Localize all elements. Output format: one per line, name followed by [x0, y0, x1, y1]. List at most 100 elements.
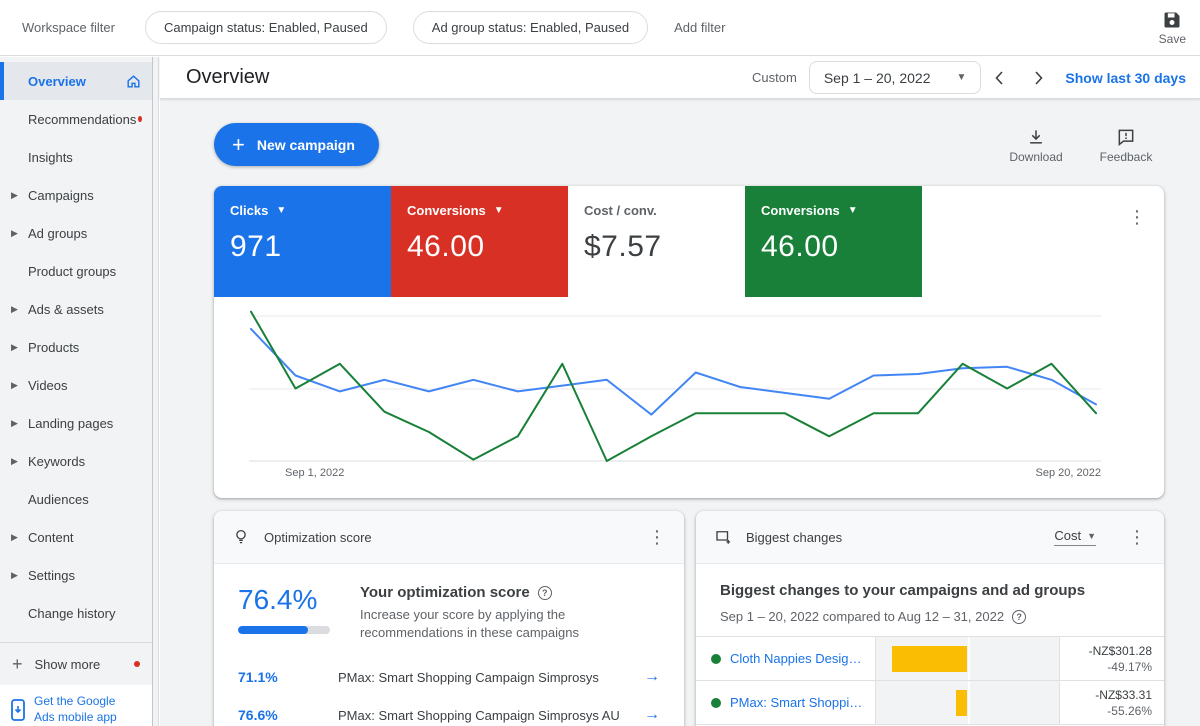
lightbulb-icon: [232, 528, 250, 546]
help-icon[interactable]: ?: [1012, 610, 1026, 624]
sidebar-item-label: Ads & assets: [28, 302, 104, 317]
help-icon[interactable]: ?: [538, 586, 552, 600]
optimization-progress-bar: [238, 626, 330, 634]
expand-chevron-icon: ▶: [11, 228, 18, 239]
show-last-30-days-link[interactable]: Show last 30 days: [1065, 70, 1186, 86]
optimization-score-block: 76.4%: [238, 584, 330, 642]
sidebar-item-label: Ad groups: [28, 226, 87, 241]
sidebar-item-label: Content: [28, 530, 74, 545]
chevron-left-icon: [992, 70, 1008, 86]
metric-label: Cost / conv.: [584, 203, 657, 218]
save-icon: [1162, 10, 1182, 30]
feedback-button[interactable]: Feedback: [1094, 127, 1158, 164]
metric-select-dropdown[interactable]: Cost ▼: [1054, 528, 1096, 546]
plus-icon: +: [12, 654, 23, 675]
scorecard-conversions-2[interactable]: Conversions▼ 46.00: [745, 186, 922, 297]
x-axis-start-label: Sep 1, 2022: [285, 467, 344, 479]
sidebar-item-audiences[interactable]: Audiences: [0, 480, 152, 518]
campaign-score: 71.1%: [238, 669, 338, 685]
sidebar-item-label: Recommendations: [28, 112, 136, 127]
scorecard-cost-per-conv: Cost / conv.▼ $7.57: [568, 186, 745, 297]
sidebar-item-ads-assets[interactable]: ▶ Ads & assets: [0, 290, 152, 328]
expand-chevron-icon: ▶: [11, 418, 18, 429]
expand-chevron-icon: ▶: [11, 570, 18, 581]
notification-dot: [134, 661, 140, 667]
go-to-campaign-arrow-icon[interactable]: →: [644, 668, 660, 686]
sidebar-item-overview[interactable]: Overview: [0, 62, 152, 100]
save-button[interactable]: Save: [1159, 10, 1186, 46]
status-dot: [711, 654, 721, 664]
previous-period-button[interactable]: [981, 61, 1019, 94]
home-icon: [125, 73, 142, 90]
show-more-button[interactable]: + Show more: [0, 643, 152, 685]
biggest-changes-card-header: Biggest changes Cost ▼ ⋮: [696, 511, 1164, 564]
expand-chevron-icon: ▶: [11, 380, 18, 391]
sidebar-item-change-history[interactable]: Change history: [0, 594, 152, 632]
go-to-campaign-arrow-icon[interactable]: →: [644, 706, 660, 724]
mobile-app-promo-label: Get the Google Ads mobile app: [34, 694, 117, 725]
change-percent: -49.17%: [1060, 659, 1152, 675]
mobile-app-promo-link[interactable]: Get the Google Ads mobile app: [0, 685, 152, 726]
card-menu-kebab-icon[interactable]: ⋮: [1128, 208, 1146, 226]
next-period-button[interactable]: [1019, 61, 1057, 94]
plus-icon: +: [232, 134, 245, 156]
biggest-changes-table: Cloth Nappies Designe... -NZ$301.28 -49.…: [696, 636, 1164, 725]
sidebar-item-recommendations[interactable]: Recommendations: [0, 100, 152, 138]
sidebar-item-videos[interactable]: ▶ Videos: [0, 366, 152, 404]
campaign-status-filter-chip[interactable]: Campaign status: Enabled, Paused: [145, 11, 387, 44]
sidebar-navigation: Overview Recommendations Insights ▶ Camp…: [0, 57, 152, 726]
scorecard-clicks[interactable]: Clicks▼ 971: [214, 186, 391, 297]
optimization-description: Increase your score by applying the reco…: [360, 606, 660, 642]
feedback-icon: [1116, 127, 1136, 147]
sidebar-item-product-groups[interactable]: Product groups: [0, 252, 152, 290]
date-range-selector[interactable]: Sep 1 – 20, 2022 ▼: [809, 61, 982, 94]
new-campaign-button[interactable]: + New campaign: [214, 123, 379, 166]
sidebar-item-campaigns[interactable]: ▶ Campaigns: [0, 176, 152, 214]
trend-chart-svg: [214, 297, 1164, 467]
download-button[interactable]: Download: [1004, 127, 1068, 164]
status-dot: [711, 698, 721, 708]
page-header: Overview Custom Sep 1 – 20, 2022 ▼ Show …: [160, 57, 1200, 99]
scorecard-conversions[interactable]: Conversions▼ 46.00: [391, 186, 568, 297]
sidebar-item-content[interactable]: ▶ Content: [0, 518, 152, 556]
campaign-link[interactable]: Cloth Nappies Designe...: [730, 651, 867, 666]
date-mode-label: Custom: [752, 70, 797, 85]
sidebar-item-keywords[interactable]: ▶ Keywords: [0, 442, 152, 480]
campaign-link[interactable]: PMax: Smart Shopping...: [730, 695, 867, 710]
biggest-changes-title: Biggest changes to your campaigns and ad…: [720, 582, 1140, 599]
add-filter-button[interactable]: Add filter: [674, 20, 725, 35]
mobile-phone-icon: [10, 698, 26, 722]
campaign-name: PMax: Smart Shopping Campaign Simprosys: [338, 670, 644, 685]
sidebar-item-label: Audiences: [28, 492, 89, 507]
metric-value: 971: [230, 230, 375, 264]
card-menu-kebab-icon[interactable]: ⋮: [1128, 528, 1146, 546]
sidebar-item-ad-groups[interactable]: ▶ Ad groups: [0, 214, 152, 252]
chevron-down-icon: ▼: [276, 205, 286, 216]
sidebar-item-label: Campaigns: [28, 188, 94, 203]
cost-change-bar: [892, 646, 966, 672]
top-filter-bar: Workspace filter Campaign status: Enable…: [0, 0, 1200, 56]
optimization-campaign-row: 76.6% PMax: Smart Shopping Campaign Simp…: [238, 696, 660, 726]
cost-change-bar: [956, 690, 966, 716]
sidebar-item-label: Overview: [28, 74, 86, 89]
change-values: -NZ$33.31 -55.26%: [1060, 681, 1164, 724]
sidebar-scrollbar[interactable]: [152, 57, 159, 726]
optimization-score-value: 76.4%: [238, 584, 330, 616]
expand-chevron-icon: ▶: [11, 456, 18, 467]
new-campaign-label: New campaign: [257, 137, 355, 153]
chevron-down-icon: ▼: [956, 72, 966, 83]
card-menu-kebab-icon[interactable]: ⋮: [648, 528, 666, 546]
change-percent: -55.26%: [1060, 703, 1152, 719]
chevron-down-icon: ▼: [848, 205, 858, 216]
changes-icon: [714, 528, 732, 546]
metric-value: $7.57: [584, 230, 729, 264]
ad-group-status-filter-chip[interactable]: Ad group status: Enabled, Paused: [413, 11, 648, 44]
performance-summary-card: Clicks▼ 971 Conversions▼ 46.00 Cost / co…: [214, 186, 1164, 498]
chevron-down-icon: ▼: [494, 205, 504, 216]
sidebar-item-products[interactable]: ▶ Products: [0, 328, 152, 366]
sidebar-item-settings[interactable]: ▶ Settings: [0, 556, 152, 594]
sidebar-item-insights[interactable]: Insights: [0, 138, 152, 176]
change-bar-cell: [876, 637, 1060, 680]
sidebar-item-label: Insights: [28, 150, 73, 165]
sidebar-item-landing-pages[interactable]: ▶ Landing pages: [0, 404, 152, 442]
